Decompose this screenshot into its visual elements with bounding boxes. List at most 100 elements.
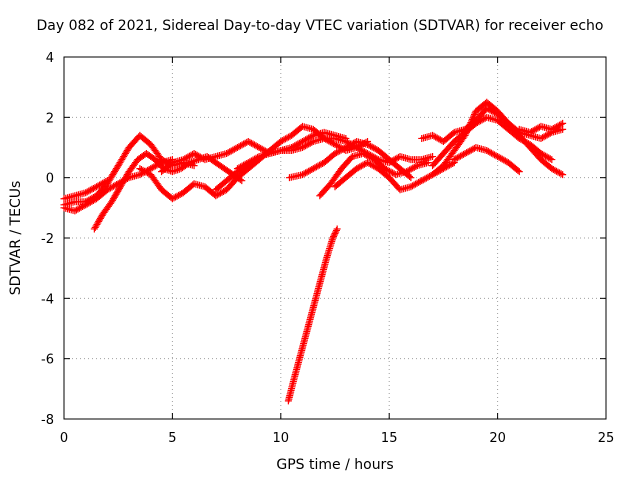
data-point	[492, 152, 500, 160]
y-tick-label: -6	[41, 353, 54, 368]
series-track-13	[418, 104, 567, 145]
data-point	[240, 140, 248, 148]
data-point	[468, 117, 476, 125]
data-point	[495, 153, 503, 161]
data-point	[364, 152, 372, 160]
data-point	[96, 181, 104, 189]
x-tick-label: 25	[598, 431, 615, 446]
data-point	[539, 134, 547, 142]
data-point	[364, 140, 372, 148]
data-point	[196, 153, 204, 161]
data-point	[462, 130, 470, 138]
data-point	[353, 144, 361, 151]
data-point	[190, 150, 198, 158]
data-point	[408, 182, 416, 190]
data-point	[491, 151, 499, 159]
data-point	[429, 131, 437, 139]
data-point	[238, 162, 246, 170]
data-point	[74, 205, 82, 213]
data-point	[300, 170, 308, 178]
data-point	[312, 163, 320, 171]
data-point	[103, 186, 111, 194]
data-point	[192, 150, 200, 158]
data-point	[233, 144, 241, 151]
data-point	[213, 191, 221, 199]
data-point	[250, 155, 258, 163]
data-point	[331, 150, 339, 158]
data-point	[559, 119, 567, 127]
data-point	[463, 127, 471, 135]
data-point	[91, 184, 99, 192]
data-point	[168, 195, 176, 203]
data-point	[82, 201, 90, 209]
data-point	[136, 165, 144, 173]
data-point	[466, 147, 474, 155]
data-point	[147, 165, 155, 173]
data-point	[331, 229, 339, 237]
data-point	[543, 131, 551, 139]
data-point	[464, 148, 472, 156]
data-point	[410, 181, 418, 189]
data-point	[316, 161, 324, 169]
data-point	[227, 147, 235, 155]
data-point	[79, 203, 87, 211]
data-point	[82, 189, 90, 197]
data-point	[306, 133, 314, 141]
data-point	[86, 198, 94, 206]
data-point	[424, 173, 432, 181]
data-point	[187, 151, 195, 159]
data-point	[298, 171, 306, 179]
data-point	[86, 186, 94, 194]
data-point	[72, 206, 80, 214]
data-point	[244, 159, 252, 167]
data-point	[410, 163, 418, 171]
data-point	[548, 165, 556, 173]
data-point	[246, 138, 254, 146]
data-point	[300, 143, 308, 151]
data-point	[412, 162, 420, 170]
data-point	[370, 162, 378, 170]
data-point	[480, 115, 488, 123]
data-point	[139, 166, 147, 174]
data-point	[241, 139, 249, 147]
data-point	[333, 141, 341, 149]
data-point	[337, 146, 345, 154]
data-point	[465, 123, 473, 131]
data-point	[460, 150, 468, 158]
data-point	[330, 231, 338, 239]
data-point	[252, 154, 260, 162]
data-point	[543, 153, 551, 161]
data-point	[416, 178, 424, 186]
data-point	[309, 165, 317, 173]
data-point	[308, 138, 316, 146]
data-point	[150, 163, 158, 171]
data-point	[449, 130, 457, 138]
data-point	[470, 111, 478, 119]
data-point	[367, 142, 375, 150]
data-point	[554, 122, 562, 130]
data-point	[540, 151, 548, 159]
data-point	[406, 173, 414, 181]
data-point	[280, 136, 288, 144]
data-point	[345, 142, 353, 150]
data-point	[306, 166, 314, 174]
data-point	[534, 124, 542, 132]
data-point	[77, 203, 85, 211]
data-point	[551, 166, 559, 174]
data-point	[346, 141, 354, 149]
data-point	[303, 168, 311, 176]
data-point	[429, 153, 437, 161]
data-point	[247, 157, 255, 165]
data-point	[250, 141, 258, 149]
data-point	[478, 116, 486, 124]
data-point	[232, 144, 240, 152]
series-track-11	[331, 159, 458, 194]
data-point	[333, 149, 341, 157]
data-point	[548, 125, 556, 133]
data-point	[469, 145, 477, 153]
data-point	[359, 150, 367, 158]
series-track-15	[429, 98, 567, 179]
axis-ticks: 0 5 10 15 20 25 -8 -6 -4 -2 0 2 4	[41, 51, 614, 446]
series-track-3	[60, 177, 111, 203]
data-point	[254, 153, 262, 161]
